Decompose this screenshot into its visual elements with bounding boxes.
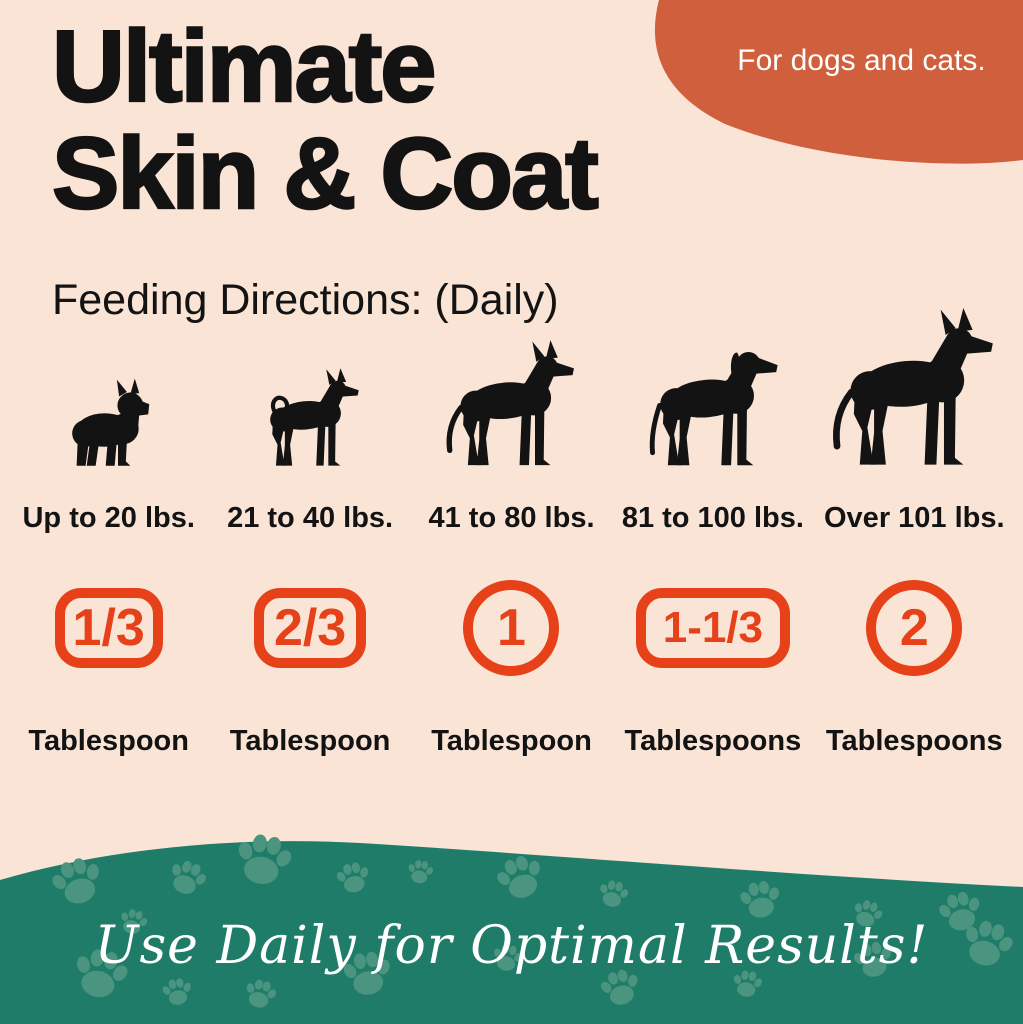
audience-tag: For dogs and cats. [737,44,986,77]
great-dane-icon [826,308,1003,468]
unit-label: Tablespoon [28,725,189,757]
feeding-column-81-100: 81 to 100 lbs. 1-1/3 Tablespoons [612,338,813,758]
dose-badge: 2/3 [254,588,367,668]
footer-message: Use Daily for Optimal Results! [94,916,929,976]
unit-label: Tablespoon [431,725,592,757]
unit-label: Tablespoon [229,725,391,757]
footer-wave [0,832,1023,1024]
dose-badge: 2 [866,580,963,676]
pointer-dog-icon [640,336,786,468]
corner-blob-shape [654,0,1023,164]
page-title: Ultimate Skin & Coat [51,11,600,231]
feeding-chart: Up to 20 lbs. 1/3 Tablespoon 21 to 40 lb… [8,338,1015,758]
dose-badge: 1 [463,580,560,676]
feeding-column-41-80: 41 to 80 lbs. 1 Tablespoon [411,338,612,758]
feeding-directions-heading: Feeding Directions: (Daily) [52,276,559,324]
dose-badge: 1/3 [54,588,163,668]
feeding-column-21-40: 21 to 40 lbs. 2/3 Tablespoon [209,338,410,758]
weight-label: 21 to 40 lbs. [227,502,394,534]
weight-label: 81 to 100 lbs. [621,502,804,534]
page-title-line2: Skin & Coat [51,118,600,231]
unit-label: Tablespoons [624,725,802,757]
feeding-column-over-101: Over 101 lbs. 2 Tablespoons [814,338,1015,758]
basenji-icon [255,368,365,468]
feeding-column-up-to-20: Up to 20 lbs. 1/3 Tablespoon [8,338,209,758]
dose-badge: 1-1/3 [635,588,790,668]
weight-label: Up to 20 lbs. [22,502,195,534]
doberman-icon [441,340,582,468]
weight-label: 41 to 80 lbs. [428,502,595,534]
page-title-line1: Ultimate [51,11,438,123]
french-bulldog-icon [61,373,156,468]
unit-label: Tablespoons [825,725,1003,757]
weight-label: Over 101 lbs. [824,502,1005,534]
